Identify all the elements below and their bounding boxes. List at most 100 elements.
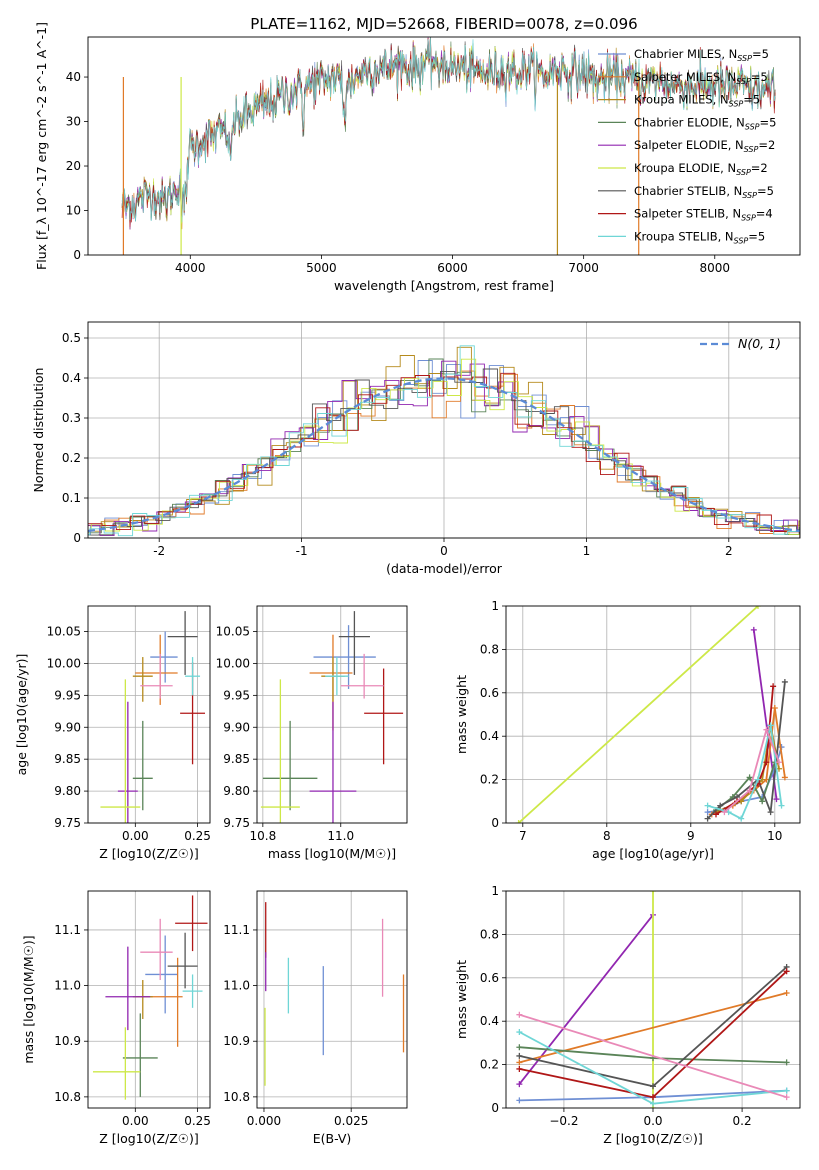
- data-point: [135, 634, 178, 705]
- y-axis-label: Normed distribution: [31, 368, 46, 493]
- y-tick-label: 9.85: [223, 752, 250, 766]
- x-tick-label: −0.2: [549, 1114, 578, 1128]
- y-axis-label: mass [log10(M/M☉)]: [21, 935, 36, 1063]
- data-point: [260, 679, 300, 823]
- x-tick-label: 4000: [175, 261, 206, 275]
- weight-marker: [650, 1094, 656, 1101]
- weight-marker: [759, 798, 766, 805]
- data-point: [175, 895, 208, 952]
- spectrum-legend: Chabrier MILES, NSSP=5 Salpeter MILES, NS…: [598, 47, 776, 245]
- x-tick-label: -2: [153, 544, 165, 558]
- y-tick-label: 10.8: [54, 1090, 81, 1104]
- x-axis-label: E(B-V): [313, 1131, 352, 1146]
- weight-vs-age-panel: 7 8 9 10 0 0.2 0.4 0.6 0.8 1 age [log10(age/yr)] ma…: [454, 599, 801, 861]
- data-point: [182, 974, 203, 1008]
- y-tick-label: 0.3: [62, 411, 81, 425]
- x-tick-label: 2: [725, 544, 733, 558]
- x-tick-label: 0.2: [733, 1114, 752, 1128]
- x-tick-label: 6000: [437, 261, 468, 275]
- y-tick-label: 0.2: [62, 451, 81, 465]
- data-point: [100, 679, 141, 823]
- x-tick-label: 9: [687, 829, 695, 843]
- weight-marker: [783, 1059, 790, 1066]
- error-bars: [260, 611, 404, 823]
- y-tick-label: 0.2: [480, 1058, 499, 1072]
- error-bars: [264, 902, 405, 1086]
- weight-marker: [750, 626, 757, 633]
- plot-frame: [256, 605, 408, 824]
- y-tick-label: 9.75: [223, 816, 250, 830]
- x-axis-label: Z [log10(Z/Z☉)]: [99, 1131, 199, 1146]
- y-tick-label: 10.00: [216, 656, 250, 670]
- data-point: [262, 720, 318, 811]
- weight-series: [519, 1013, 787, 1099]
- weight-marker: [783, 1087, 790, 1094]
- weight-marker: [516, 1059, 523, 1066]
- weight-marker: [773, 796, 780, 803]
- y-tick-label: 9.90: [54, 720, 81, 734]
- weight-marker: [704, 802, 711, 809]
- data-point: [167, 932, 198, 989]
- y-tick-label: 10.00: [47, 656, 81, 670]
- mass-vs-reddening-panel: 0.000 0.025 10.8 10.9 11.0 11.1 E(B-V): [223, 890, 408, 1146]
- data-point: [117, 701, 138, 823]
- histogram-series: [88, 345, 800, 537]
- histogram-series: [88, 372, 800, 538]
- error-bars: [100, 611, 206, 823]
- x-tick-label: 10: [767, 829, 782, 843]
- data-point: [122, 1013, 158, 1097]
- y-tick-label: 0.6: [480, 686, 499, 700]
- y-tick-label: 10.05: [216, 625, 250, 639]
- x-tick-label: 0.0: [643, 1114, 662, 1128]
- y-tick-label: 0.4: [480, 729, 499, 743]
- spectrum-series: [121, 37, 776, 223]
- plot-frame: [87, 605, 211, 824]
- y-tick-label: 0: [73, 248, 81, 262]
- y-tick-label: 11.0: [223, 979, 250, 993]
- plot-frame: [256, 890, 408, 1109]
- y-tick-label: 0.8: [480, 927, 499, 941]
- x-tick-label: 0.25: [184, 1114, 211, 1128]
- y-tick-label: 9.95: [223, 688, 250, 702]
- weight-series: [706, 681, 786, 820]
- figure-title: PLATE=1162, MJD=52668, FIBERID=0078, z=0…: [250, 15, 637, 33]
- age-vs-mass-panel: 10.8 11.0 9.75 9.80 9.85 9.90 9.95 10.00 10.05 ma…: [216, 605, 408, 861]
- weight-marker: [516, 1097, 523, 1104]
- data-point: [145, 935, 178, 1014]
- y-tick-label: 10.9: [223, 1034, 250, 1048]
- y-tick-label: 0.8: [480, 642, 499, 656]
- normal-curve: [88, 377, 800, 533]
- y-axis-label: age [log10(age/yr)]: [14, 654, 29, 776]
- y-tick-label: 9.80: [223, 784, 250, 798]
- weight-marker: [781, 678, 788, 685]
- legend-label: Kroupa STELIB, NSSP=5: [634, 229, 765, 245]
- y-axis-label: mass weight: [454, 675, 469, 754]
- weight-marker: [783, 1094, 790, 1101]
- y-tick-label: 0: [73, 531, 81, 545]
- y-tick-label: 9.75: [54, 816, 81, 830]
- x-tick-label: 0.000: [247, 1114, 281, 1128]
- weight-series: [711, 707, 786, 816]
- mass-vs-metallicity-panel: 0.00 0.25 10.8 10.9 11.0 11.1 Z [log10(Z/Z☉)] m…: [21, 890, 211, 1146]
- spectrum-lines: [121, 37, 776, 255]
- y-tick-label: 0: [491, 816, 499, 830]
- data-point: [364, 668, 404, 765]
- y-tick-label: 10: [66, 204, 81, 218]
- histogram-steps: [88, 345, 800, 538]
- legend-label: Salpeter ELODIE, NSSP=2: [634, 138, 775, 154]
- y-tick-label: 9.90: [223, 720, 250, 734]
- y-tick-label: 0.2: [480, 773, 499, 787]
- x-tick-label: 0.25: [184, 829, 211, 843]
- histogram-series: [88, 360, 800, 537]
- weight-series: [517, 606, 759, 823]
- y-axis-label: mass weight: [454, 960, 469, 1039]
- weight-marker: [650, 891, 656, 894]
- weight-marker: [778, 802, 785, 809]
- legend-label: Chabrier ELODIE, NSSP=5: [634, 115, 776, 131]
- weight-marker: [783, 968, 790, 975]
- histogram-series: [88, 358, 800, 535]
- x-tick-label: 0.00: [122, 1114, 149, 1128]
- x-tick-label: 8: [603, 829, 611, 843]
- age-vs-metallicity-panel: 0.00 0.25 9.75 9.80 9.85 9.90 9.95 10.00 10.05 Z …: [14, 605, 211, 861]
